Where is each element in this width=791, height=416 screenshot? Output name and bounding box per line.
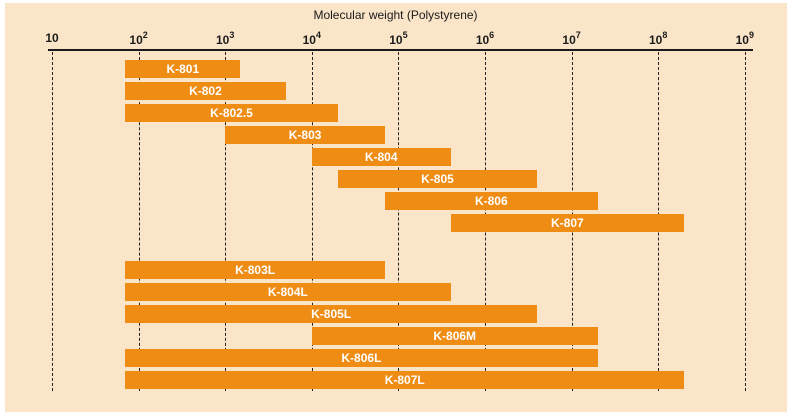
- range-bar-k-805: K-805: [337, 170, 538, 188]
- bar-label: K-806: [474, 194, 508, 208]
- range-bar-k-804l: K-804L: [125, 283, 451, 301]
- axis-tick-label-10e3: 103: [216, 30, 235, 47]
- gridline-10e4: [311, 52, 313, 391]
- range-bar-k-801: K-801: [125, 60, 241, 78]
- axis-tick-exponent: 6: [489, 30, 495, 40]
- bar-label: K-805L: [311, 307, 352, 321]
- axis-tick-label-10e4: 104: [302, 30, 321, 47]
- axis-tick-exponent: 7: [575, 30, 581, 40]
- gridline-10e5: [398, 52, 400, 391]
- axis-tick-exponent: 8: [662, 30, 668, 40]
- axis-tick-label-10e8: 108: [649, 30, 668, 47]
- bar-label: K-801: [166, 62, 200, 76]
- bar-label: K-802: [189, 84, 222, 98]
- range-bar-k-802: K-802: [125, 82, 286, 100]
- range-bar-k-802.5: K-802.5: [125, 104, 338, 122]
- range-bar-k-807l: K-807L: [125, 371, 685, 389]
- bar-label: K-803L: [235, 263, 276, 277]
- bar-label: K-802.5: [210, 106, 253, 120]
- bar-label: K-807: [551, 216, 584, 230]
- range-bar-k-804: K-804: [311, 148, 451, 166]
- range-bar-k-806m: K-806M: [311, 327, 598, 345]
- axis-tick-label-10e9: 109: [735, 30, 754, 47]
- axis-tick-label-10e2: 102: [129, 30, 148, 47]
- x-axis-line: [48, 49, 753, 51]
- axis-tick-label-10e7: 107: [562, 30, 581, 47]
- bar-label: K-806L: [341, 351, 382, 365]
- bar-label: K-806M: [433, 329, 477, 343]
- axis-tick-exponent: 9: [748, 30, 754, 40]
- bar-label: K-804: [364, 150, 398, 164]
- gridline-10e1: [52, 52, 53, 391]
- gridline-10e3: [225, 52, 227, 391]
- axis-tick-label-10e6: 106: [475, 30, 495, 47]
- axis-tick-label-10e5: 105: [389, 30, 408, 47]
- range-bar-k-806: K-806: [384, 192, 598, 210]
- axis-tick-label-10e1: 10: [45, 31, 59, 45]
- bar-label: K-804L: [267, 285, 308, 299]
- chart-title: Molecular weight (Polystyrene): [313, 8, 478, 22]
- bar-label: K-803: [288, 128, 322, 142]
- range-bar-k-806l: K-806L: [125, 349, 598, 367]
- axis-tick-exponent: 2: [142, 30, 148, 40]
- range-bar-k-803l: K-803L: [125, 261, 385, 279]
- gridline-10e9: [744, 52, 746, 391]
- range-bar-k-805l: K-805L: [125, 305, 538, 323]
- axis-tick-exponent: 5: [402, 30, 408, 40]
- axis-tick-exponent: 4: [315, 30, 321, 40]
- range-bar-k-807: K-807: [450, 214, 685, 232]
- gridline-10e2: [138, 52, 140, 391]
- range-bar-k-803: K-803: [225, 126, 385, 144]
- axis-tick-exponent: 3: [229, 30, 235, 40]
- bar-label: K-805: [421, 172, 454, 186]
- bar-label: K-807L: [384, 373, 425, 387]
